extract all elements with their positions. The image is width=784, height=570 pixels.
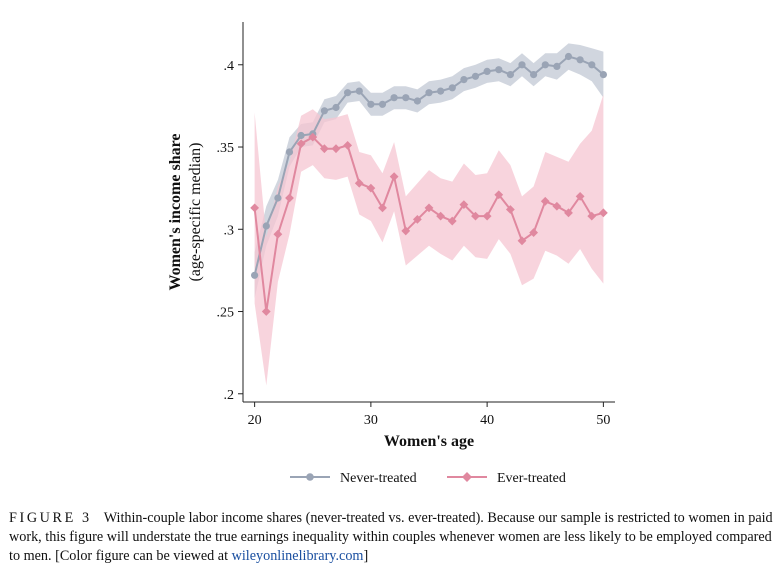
data-point-ever-treated bbox=[354, 178, 364, 188]
data-point-never-treated bbox=[413, 97, 421, 105]
data-point-never-treated bbox=[437, 87, 445, 95]
chart: 20 30 40 50 .2 .25 .3 .35 .4 Women's age Women'… bbox=[167, 22, 615, 486]
data-point-ever-treated bbox=[482, 211, 492, 221]
data-point-ever-treated bbox=[261, 307, 271, 316]
caption-link[interactable]: wileyonlinelibrary.com bbox=[231, 548, 364, 564]
data-point-ever-treated bbox=[575, 191, 585, 201]
data-point-ever-treated bbox=[296, 139, 306, 149]
legend-marker-never-treated bbox=[306, 473, 314, 481]
legend: Never-treated Ever-treated bbox=[290, 471, 566, 486]
x-tick-label: 40 bbox=[480, 413, 494, 428]
data-point-never-treated bbox=[285, 148, 294, 156]
y-tick-label: .3 bbox=[224, 223, 235, 238]
data-point-never-treated bbox=[576, 56, 584, 64]
data-point-ever-treated bbox=[378, 203, 387, 213]
data-point-never-treated bbox=[344, 89, 352, 97]
data-point-ever-treated bbox=[308, 132, 318, 142]
y-axis-label-line1: Women's income share bbox=[167, 133, 184, 290]
data-point-ever-treated bbox=[366, 183, 376, 193]
data-point-ever-treated bbox=[331, 144, 341, 154]
data-point-never-treated bbox=[367, 100, 375, 108]
data-point-never-treated bbox=[262, 222, 270, 230]
data-point-never-treated bbox=[425, 89, 433, 97]
confidence-band-never-treated bbox=[254, 43, 604, 299]
y-axis-label-line2: (age-specific median) bbox=[187, 142, 204, 281]
data-point-ever-treated bbox=[517, 236, 527, 246]
data-point-ever-treated bbox=[564, 208, 573, 218]
y-tick-label: .4 bbox=[224, 59, 235, 74]
data-point-never-treated bbox=[518, 61, 526, 69]
data-point-ever-treated bbox=[494, 190, 504, 200]
figure-caption: FIGURE 3 Within-couple labor income share… bbox=[9, 509, 777, 566]
x-tick-label: 20 bbox=[248, 413, 262, 428]
data-point-ever-treated bbox=[285, 193, 294, 203]
confidence-band-ever-treated bbox=[254, 94, 604, 386]
y-axis-ticks: .2 .25 .3 .35 .4 bbox=[217, 59, 243, 403]
data-point-never-treated bbox=[378, 100, 387, 108]
data-point-never-treated bbox=[553, 62, 561, 70]
data-point-ever-treated bbox=[447, 216, 457, 226]
data-point-ever-treated bbox=[587, 211, 597, 221]
x-tick-label: 50 bbox=[596, 413, 610, 428]
data-point-never-treated bbox=[495, 66, 503, 74]
data-point-ever-treated bbox=[598, 208, 608, 218]
data-point-ever-treated bbox=[389, 172, 399, 182]
data-point-ever-treated bbox=[471, 211, 480, 221]
x-axis-ticks: 20 30 40 50 bbox=[248, 402, 610, 428]
x-tick-label: 30 bbox=[364, 413, 378, 428]
y-tick-label: .25 bbox=[217, 306, 235, 321]
data-point-never-treated bbox=[483, 67, 491, 75]
data-point-never-treated bbox=[599, 71, 608, 79]
legend-label-ever-treated: Ever-treated bbox=[497, 471, 566, 486]
data-point-ever-treated bbox=[250, 203, 260, 213]
data-point-ever-treated bbox=[319, 144, 329, 154]
legend-marker-ever-treated bbox=[462, 472, 472, 482]
series-markers bbox=[250, 52, 608, 316]
data-point-ever-treated bbox=[401, 226, 411, 236]
legend-label-never-treated: Never-treated bbox=[340, 471, 417, 486]
y-tick-label: .2 bbox=[224, 388, 235, 403]
data-point-ever-treated bbox=[529, 228, 539, 237]
data-point-never-treated bbox=[320, 107, 328, 115]
data-point-ever-treated bbox=[343, 140, 353, 150]
data-point-never-treated bbox=[506, 71, 514, 79]
figure-label: FIGURE 3 bbox=[9, 510, 92, 526]
data-point-ever-treated bbox=[540, 196, 550, 206]
data-point-never-treated bbox=[471, 72, 480, 80]
data-point-never-treated bbox=[402, 94, 410, 102]
data-point-never-treated bbox=[274, 194, 282, 202]
data-point-ever-treated bbox=[436, 211, 446, 221]
data-point-never-treated bbox=[355, 87, 363, 95]
data-point-never-treated bbox=[460, 76, 468, 84]
data-point-ever-treated bbox=[459, 200, 469, 209]
y-tick-label: .35 bbox=[217, 141, 235, 156]
data-point-ever-treated bbox=[505, 205, 515, 214]
data-point-never-treated bbox=[448, 84, 456, 92]
confidence-bands bbox=[254, 43, 604, 386]
data-point-ever-treated bbox=[552, 201, 562, 211]
data-point-never-treated bbox=[588, 61, 596, 69]
data-point-ever-treated bbox=[273, 229, 283, 239]
data-point-ever-treated bbox=[412, 215, 422, 224]
data-point-never-treated bbox=[541, 61, 549, 69]
caption-text: Within-couple labor income shares (never… bbox=[9, 510, 773, 564]
data-point-never-treated bbox=[530, 71, 538, 79]
x-axis-label: Women's age bbox=[384, 433, 474, 450]
caption-end: ] bbox=[363, 548, 369, 564]
data-point-never-treated bbox=[390, 94, 398, 102]
data-point-ever-treated bbox=[424, 203, 434, 213]
data-point-never-treated bbox=[251, 271, 259, 279]
data-point-never-treated bbox=[564, 52, 573, 61]
data-point-never-treated bbox=[297, 131, 305, 140]
data-point-never-treated bbox=[332, 103, 340, 112]
